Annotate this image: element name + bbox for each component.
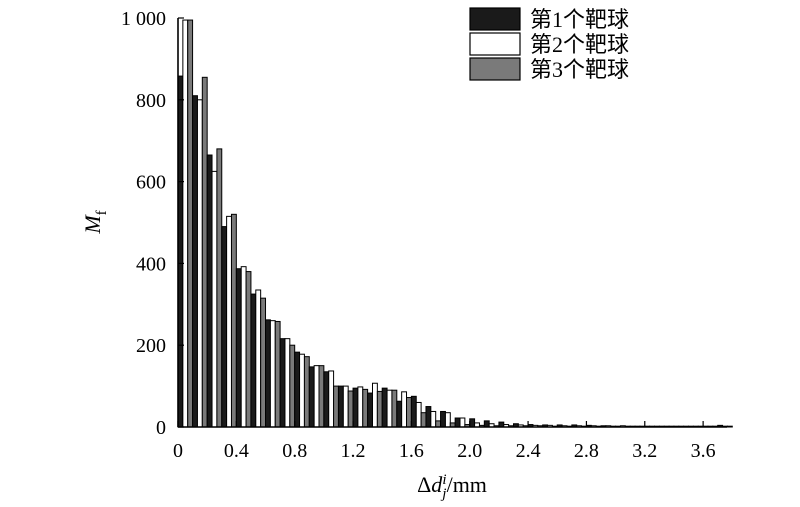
bar-series1-bin3 bbox=[221, 226, 228, 428]
bar-series3-bin8 bbox=[303, 356, 310, 428]
bar-series3-bin17 bbox=[435, 420, 442, 428]
bar-series1-bin14 bbox=[381, 387, 388, 428]
bar-series1-bin11 bbox=[337, 385, 344, 428]
bar-series2-bin14 bbox=[386, 389, 393, 428]
legend-label-2: 第2个靶球 bbox=[530, 32, 629, 57]
x-tick-label: 0.8 bbox=[282, 440, 307, 462]
x-tick-label: 1.6 bbox=[399, 440, 424, 462]
x-tick-label: 3.6 bbox=[691, 440, 716, 462]
bar-series3-bin2 bbox=[216, 148, 223, 428]
y-ticks: 0 200 400 600 800 1 000 bbox=[121, 8, 184, 439]
bar-series1-bin18 bbox=[440, 410, 446, 428]
legend-label-3: 第3个靶球 bbox=[530, 57, 629, 82]
bar-series3-bin1 bbox=[201, 76, 208, 428]
x-tick-label: 0.4 bbox=[224, 440, 249, 462]
bar-series3-bin5 bbox=[260, 297, 267, 428]
bar-series2-bin5 bbox=[255, 289, 262, 428]
y-tick-label: 200 bbox=[136, 335, 166, 357]
bar-series3-bin6 bbox=[274, 320, 281, 428]
bar-series2-bin11 bbox=[342, 385, 349, 428]
bar-series3-bin7 bbox=[289, 344, 296, 428]
bar-series1-bin13 bbox=[367, 392, 373, 428]
bar-series1-bin17 bbox=[425, 406, 432, 428]
bar-series2-bin6 bbox=[269, 320, 276, 428]
bar-series3-bin15 bbox=[406, 397, 412, 428]
bar-series2-bin19 bbox=[459, 417, 466, 428]
bar-series1-bin9 bbox=[308, 366, 315, 428]
x-tick-label: 2.4 bbox=[516, 440, 541, 462]
axes-layer bbox=[177, 18, 727, 428]
bar-series2-bin10 bbox=[328, 370, 335, 428]
bar-series2-bin3 bbox=[226, 215, 232, 428]
y-tick-label: 0 bbox=[156, 417, 166, 439]
bars-layer bbox=[177, 19, 733, 428]
bar-series2-bin18 bbox=[444, 412, 451, 428]
bar-series3-bin10 bbox=[333, 385, 339, 428]
bar-series3-bin4 bbox=[245, 271, 252, 428]
y-tick-label: 600 bbox=[136, 172, 166, 194]
bar-series1-bin12 bbox=[352, 387, 359, 428]
y-axis-label: Mf bbox=[80, 210, 110, 234]
bar-series2-bin2 bbox=[211, 170, 218, 428]
bar-series1-bin10 bbox=[323, 371, 330, 428]
bar-series2-bin7 bbox=[284, 338, 291, 428]
legend-swatch-1 bbox=[469, 7, 521, 31]
bar-series3-bin3 bbox=[230, 213, 237, 428]
bar-series1-bin2 bbox=[206, 154, 213, 428]
legend-swatch-3 bbox=[469, 57, 521, 81]
x-tick-label: 0 bbox=[173, 440, 183, 462]
x-tick-label: 3.2 bbox=[632, 440, 657, 462]
bar-series3-bin9 bbox=[318, 365, 325, 428]
bar-series2-bin13 bbox=[371, 382, 378, 428]
legend-label-1: 第1个靶球 bbox=[530, 7, 629, 32]
y-tick-label: 1 000 bbox=[121, 8, 166, 30]
bar-series2-bin17 bbox=[430, 410, 437, 428]
bar-series1-bin4 bbox=[235, 268, 242, 428]
bar-series1-bin15 bbox=[396, 400, 403, 428]
bar-series3-bin11 bbox=[347, 390, 354, 428]
legend-swatch-2 bbox=[469, 32, 521, 56]
bar-series1-bin21 bbox=[483, 420, 490, 428]
bar-series2-bin4 bbox=[240, 266, 247, 428]
x-tick-label: 1.2 bbox=[341, 440, 366, 462]
bar-series1-bin5 bbox=[250, 293, 257, 428]
bar-series3-bin13 bbox=[376, 390, 383, 428]
bar-series1-bin7 bbox=[279, 338, 286, 428]
x-axis-label: Δdji/mm bbox=[417, 472, 487, 502]
bar-series2-bin12 bbox=[357, 386, 364, 428]
bar-series1-bin6 bbox=[265, 319, 271, 428]
y-tick-label: 400 bbox=[136, 253, 166, 275]
bar-series2-bin16 bbox=[415, 401, 422, 428]
bar-series2-bin0 bbox=[182, 19, 189, 428]
y-tick-label: 800 bbox=[136, 90, 166, 112]
x-ticks: 0 0.4 0.8 1.2 1.6 2.0 2.4 2.8 3.2 3.6 bbox=[173, 421, 716, 462]
bar-series1-bin1 bbox=[192, 95, 198, 428]
bar-series3-bin16 bbox=[420, 412, 427, 428]
bar-series1-bin20 bbox=[469, 418, 476, 428]
bar-series2-bin9 bbox=[313, 365, 320, 428]
bar-series3-bin12 bbox=[362, 388, 369, 428]
x-tick-label: 2.0 bbox=[457, 440, 482, 462]
bar-series1-bin16 bbox=[410, 395, 417, 428]
bar-series2-bin8 bbox=[299, 353, 305, 428]
x-tick-label: 2.8 bbox=[574, 440, 599, 462]
bar-series1-bin19 bbox=[454, 417, 461, 428]
bar-series3-bin14 bbox=[391, 389, 398, 428]
bar-series1-bin8 bbox=[294, 351, 301, 428]
bar-series2-bin15 bbox=[401, 391, 408, 428]
bar-series3-bin0 bbox=[187, 19, 194, 428]
bar-series3-bin37 bbox=[726, 425, 733, 428]
bar-series2-bin1 bbox=[196, 99, 203, 428]
